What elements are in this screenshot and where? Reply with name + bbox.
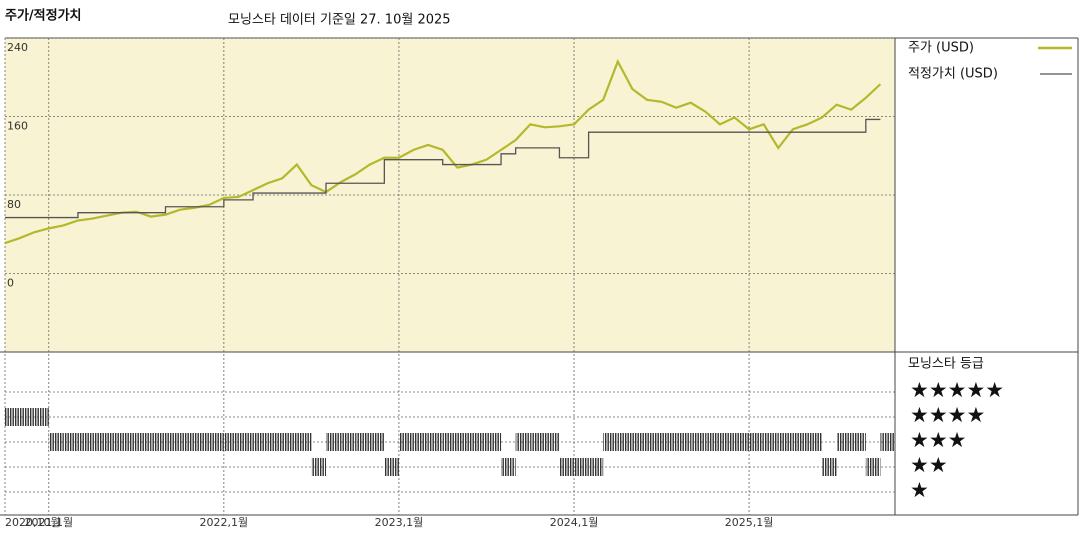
rating-bar <box>92 433 108 451</box>
rating-bar <box>180 433 195 451</box>
rating-bar <box>530 433 545 451</box>
x-tick-label: 2021,1월 <box>24 516 73 529</box>
rating-bar <box>690 433 706 451</box>
rating-bar <box>792 433 808 451</box>
rating-bar <box>428 433 443 451</box>
rating-bar <box>150 433 166 451</box>
rating-level-label: ★ <box>910 478 929 502</box>
rating-bar <box>749 433 764 451</box>
y-tick-label: 160 <box>7 120 28 133</box>
rating-bar <box>676 433 691 451</box>
rating-bar <box>355 433 370 451</box>
rating-bar <box>763 433 779 451</box>
rating-bar <box>340 433 356 451</box>
rating-bar <box>559 458 575 476</box>
rating-bar <box>63 433 78 451</box>
rating-bar <box>165 433 181 451</box>
rating-bar <box>136 433 151 451</box>
rating-level-label: ★★★★★ <box>910 378 1004 402</box>
series-line <box>4 58 882 245</box>
rating-bar <box>77 433 93 451</box>
rating-bar <box>413 433 429 451</box>
rating-bar <box>646 433 662 451</box>
x-tick-label: 2020,10월 <box>5 516 61 529</box>
rating-bar <box>282 433 297 451</box>
rating-bar <box>296 433 312 451</box>
header-label: 주가/적정가치 <box>5 8 82 24</box>
rating-bar <box>107 433 122 451</box>
rating-bar <box>836 433 852 451</box>
rating-bar <box>603 433 618 451</box>
rating-bar <box>267 433 283 451</box>
rating-bar <box>34 408 49 426</box>
x-tick-label: 2023,1월 <box>375 516 424 529</box>
rating-bar <box>880 433 895 451</box>
rating-bar <box>311 458 326 476</box>
rating-bar <box>384 458 399 476</box>
rating-bar <box>19 408 35 426</box>
rating-title: 모닝스타 등급 <box>908 357 984 372</box>
rating-bar <box>632 433 647 451</box>
rating-bar <box>778 433 793 451</box>
rating-bar <box>822 458 837 476</box>
y-tick-label: 240 <box>7 41 28 54</box>
header-title: 모닝스타 데이터 기준일 27. 10월 2025 <box>228 13 451 28</box>
rating-bar <box>457 433 472 451</box>
rating-bar <box>5 408 20 426</box>
rating-bar <box>253 433 268 451</box>
rating-level-label: ★★★★ <box>910 403 985 427</box>
rating-bar <box>325 433 341 451</box>
rating-bar <box>194 433 210 451</box>
rating-bar <box>238 433 254 451</box>
rating-bar <box>661 433 677 451</box>
x-tick-label: 2025,1월 <box>725 516 774 529</box>
x-tick-label: 2024,1월 <box>550 516 599 529</box>
y-tick-label: 0 <box>7 277 14 290</box>
rating-level-label: ★★★ <box>910 428 966 452</box>
rating-bar <box>515 433 531 451</box>
rating-bar <box>48 433 64 451</box>
legend-label: 적정가치 (USD) <box>908 67 998 82</box>
rating-bar <box>471 433 487 451</box>
rating-bar <box>398 433 414 451</box>
rating-bar <box>369 433 385 451</box>
rating-bar <box>865 458 881 476</box>
rating-bar <box>209 433 224 451</box>
rating-bar <box>617 433 633 451</box>
rating-bar <box>223 433 239 451</box>
rating-bar <box>705 433 720 451</box>
legend-label: 주가 (USD) <box>908 41 974 56</box>
rating-bar <box>544 433 560 451</box>
rating-bar <box>574 458 589 476</box>
rating-bar <box>121 433 137 451</box>
rating-bar <box>442 433 458 451</box>
rating-bar <box>486 433 502 451</box>
rating-bar <box>807 433 823 451</box>
series-line <box>5 118 881 219</box>
rating-level-label: ★★ <box>910 453 948 477</box>
y-tick-label: 80 <box>7 198 21 211</box>
rating-bar <box>851 433 866 451</box>
rating-bar <box>501 458 516 476</box>
rating-bar <box>734 433 750 451</box>
x-tick-label: 2022,1월 <box>200 516 249 529</box>
rating-bar <box>719 433 735 451</box>
rating-bar <box>588 458 604 476</box>
